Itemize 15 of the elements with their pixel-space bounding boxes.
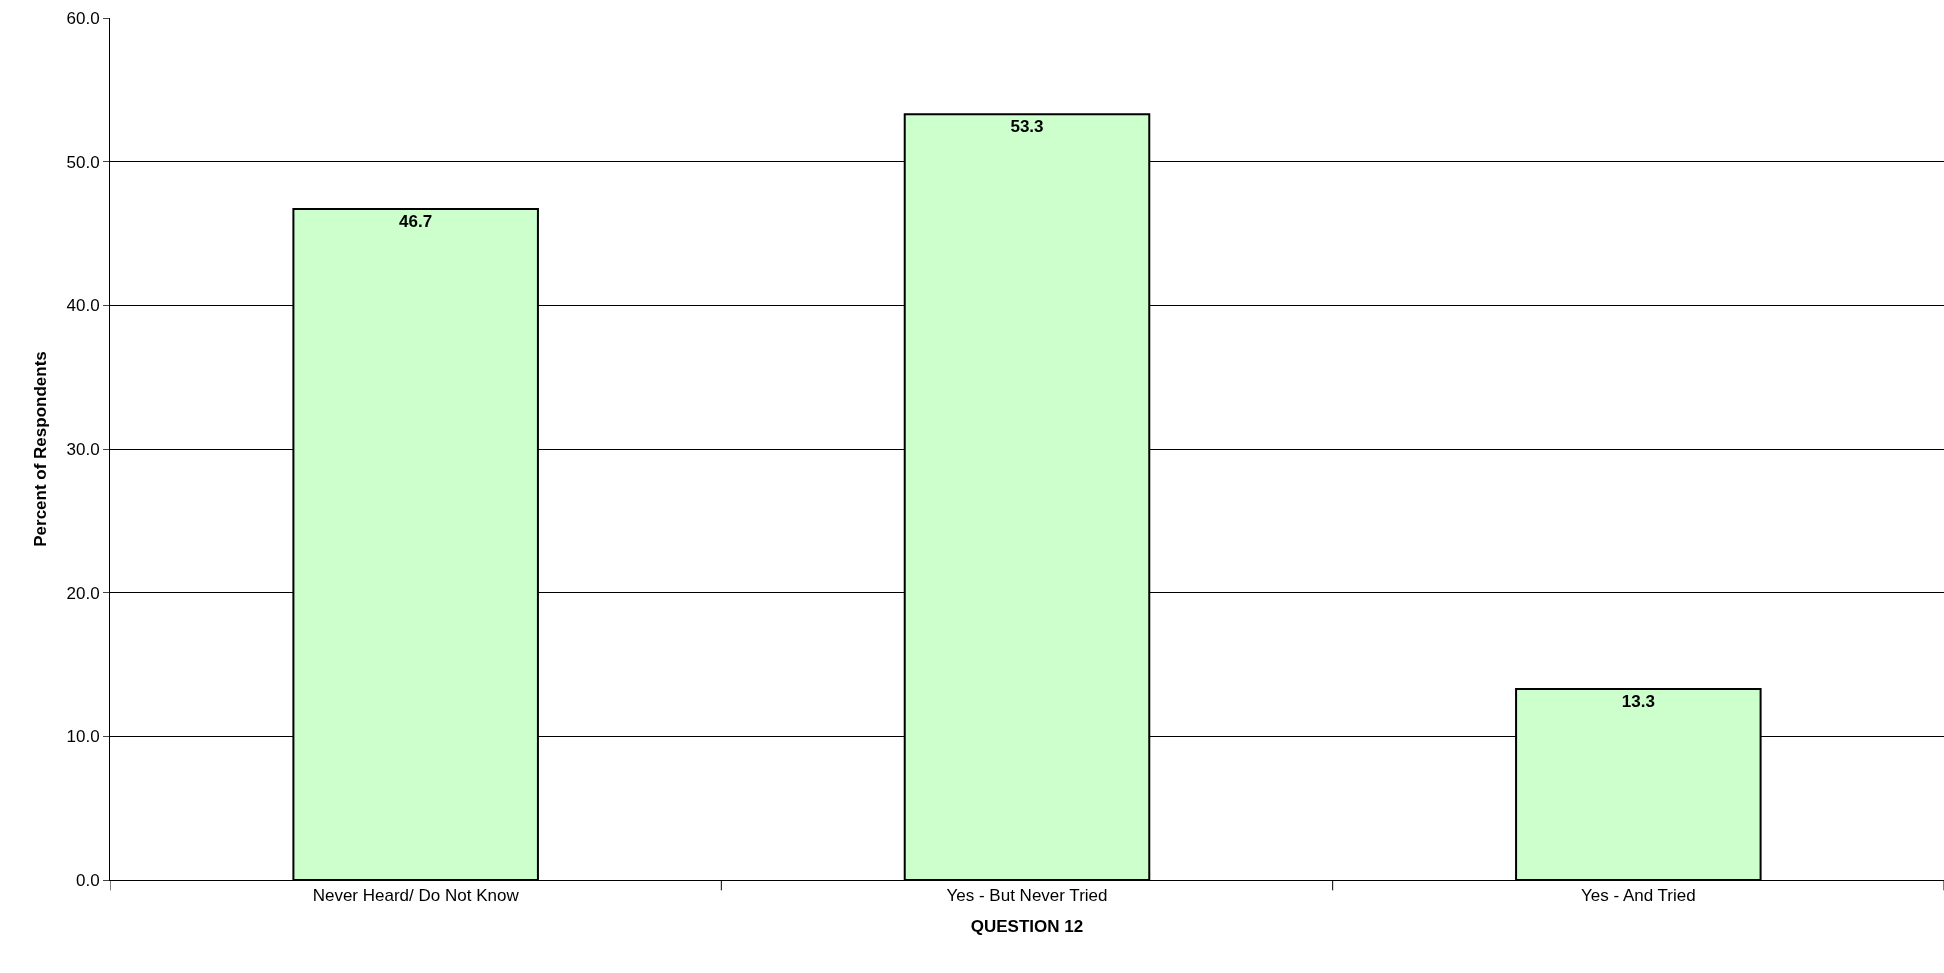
y-axis-title: Percent of Respondents — [31, 351, 51, 547]
data-label: 53.3 — [1010, 117, 1044, 137]
data-label: 46.7 — [399, 212, 433, 232]
y-tick-label: 10.0 — [66, 727, 100, 747]
y-tick-label: 30.0 — [66, 439, 100, 459]
x-tick-label: Yes - And Tried — [1580, 886, 1696, 906]
y-tick-label: 20.0 — [66, 583, 100, 603]
y-tick-label: 0.0 — [75, 870, 100, 890]
y-tick-label: 60.0 — [66, 8, 100, 28]
x-tick-label: Never Heard/ Do Not Know — [312, 886, 520, 906]
y-tick-label: 50.0 — [66, 152, 100, 172]
x-axis-title: QUESTION 12 — [970, 916, 1084, 936]
x-tick-label: Yes - But Never Tried — [946, 886, 1108, 906]
y-tick-label: 40.0 — [66, 296, 100, 316]
data-label: 13.3 — [1621, 691, 1655, 711]
